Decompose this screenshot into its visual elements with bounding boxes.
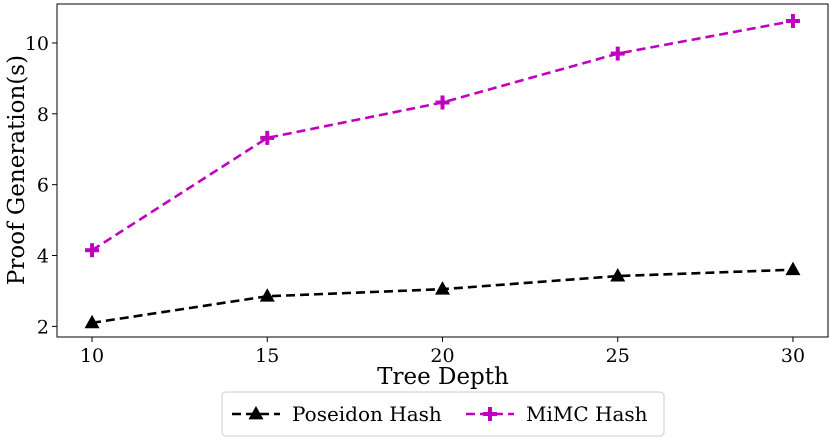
x-tick-label: 20 <box>430 345 454 367</box>
x-tick-label: 10 <box>80 345 104 367</box>
legend-box <box>221 391 665 437</box>
legend: Poseidon Hash MiMC Hash <box>221 391 665 437</box>
x-tick-label: 25 <box>606 345 630 367</box>
x-axis-label: Tree Depth <box>377 364 509 390</box>
legend-label: Poseidon Hash <box>292 402 442 426</box>
x-tick-label: 15 <box>255 345 279 367</box>
series-layer <box>84 14 801 329</box>
data-point-poseidon <box>610 268 626 282</box>
y-tick-label: 6 <box>37 175 49 197</box>
y-tick-label: 4 <box>37 246 49 268</box>
legend-label: MiMC Hash <box>526 402 648 426</box>
data-point-mimc <box>785 14 800 29</box>
data-point-poseidon <box>785 261 801 276</box>
legend-marker <box>248 405 264 420</box>
data-point-mimc <box>610 46 625 61</box>
y-tick-label: 10 <box>25 33 49 55</box>
ticks-layer: 10 15 20 25 30 2 4 6 8 10 <box>25 33 805 367</box>
data-point-mimc <box>260 130 275 145</box>
legend-marker <box>483 407 497 421</box>
data-point-mimc <box>85 243 100 258</box>
data-point-mimc <box>435 95 450 110</box>
data-point-poseidon <box>259 288 275 302</box>
data-point-poseidon <box>434 281 451 295</box>
y-tick-label: 8 <box>37 104 49 126</box>
x-tick-label: 30 <box>781 345 805 367</box>
series-line-mimc <box>91 19 794 252</box>
data-point-poseidon <box>84 314 100 329</box>
y-axis-label: Proof Generation(s) <box>4 55 30 285</box>
y-tick-label: 2 <box>37 316 49 338</box>
series-line-poseidon <box>91 268 794 325</box>
